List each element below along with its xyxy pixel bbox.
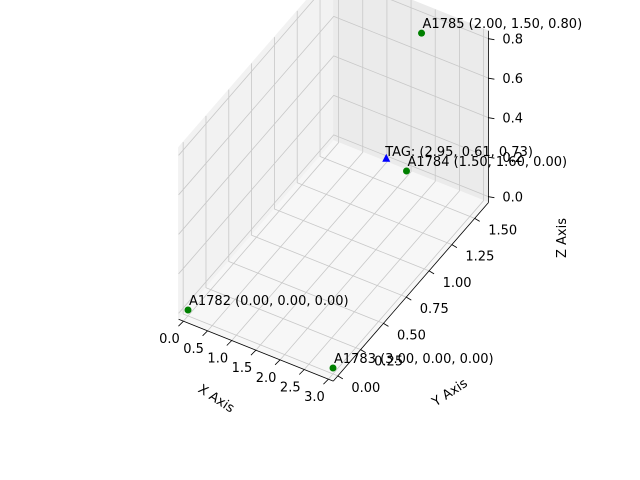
x-tick-label: 2.0 (256, 371, 277, 386)
x-tick-mark (250, 349, 257, 356)
y-gridline (274, 37, 430, 272)
x-tick-mark (226, 340, 233, 346)
axis-ticks: 0.00.51.01.52.02.53.00.000.250.500.751.0… (159, 33, 523, 405)
y-axis-label: Y Axis (429, 376, 471, 411)
z-tick-label: 0.6 (502, 72, 523, 87)
y-gridline (205, 115, 361, 350)
x-axis-label: X Axis (195, 382, 237, 416)
y-tick-mark (383, 323, 389, 327)
anchor-label: A1782 (0.00, 0.00, 0.00) (189, 294, 349, 309)
anchor-point (329, 364, 337, 372)
x-tick-mark (323, 378, 329, 385)
anchor-label: A1783 (3.00, 0.00, 0.00) (334, 352, 494, 367)
anchor-point (184, 306, 192, 314)
x-tick-label: 0.5 (183, 342, 204, 357)
y-tick-mark (360, 349, 366, 353)
z-gridline (178, 134, 489, 314)
z-tick-label: 0.4 (502, 112, 523, 127)
x-gridline (328, 28, 484, 380)
z-tick-mark (488, 77, 495, 80)
x-tick-label: 3.0 (304, 390, 325, 405)
z-tick-label: 0.0 (502, 191, 523, 206)
x-tick-mark (178, 320, 184, 327)
y-tick-label: 0.75 (420, 302, 449, 317)
x-tick-label: 1.5 (232, 361, 253, 376)
y-gridline (228, 89, 384, 324)
anchor-label: A1784 (1.50, 1.60, 0.00) (408, 155, 568, 170)
x-tick-label: 0.0 (159, 332, 180, 347)
z-tick-mark (488, 38, 495, 41)
x-gridline (255, 0, 412, 351)
anchor-label: A1785 (2.00, 1.50, 0.80) (423, 17, 583, 32)
y-tick-label: 1.25 (465, 250, 494, 265)
y-tick-mark (428, 270, 435, 275)
grid-lines (178, 0, 489, 380)
tag-label: TAG: (2.95, 0.61, 0.73) (384, 145, 533, 160)
y-tick-label: 1.00 (443, 276, 472, 291)
z-gridline (178, 94, 489, 275)
y-tick-mark (451, 244, 458, 248)
x-tick-mark (202, 330, 208, 337)
z-gridline (178, 55, 489, 235)
x-gridline (183, 0, 339, 322)
x-tick-mark (298, 369, 305, 375)
x-gridline (303, 19, 460, 370)
z-axis-label: Z Axis (555, 218, 570, 258)
z-tick-label: 0.2 (502, 151, 523, 166)
tag-point (382, 153, 391, 162)
y-tick-mark (337, 375, 344, 380)
y-gridline (182, 142, 338, 377)
x-tick-label: 2.5 (280, 381, 301, 396)
data-points: A1782 (0.00, 0.00, 0.00) A1783 (3.00, 0.0… (184, 17, 583, 372)
x-tick-mark (274, 359, 281, 366)
anchor-point (418, 29, 426, 37)
y-gridline (251, 63, 407, 298)
x-gridline (207, 0, 364, 332)
z-tick-mark (488, 117, 495, 120)
x-gridline (279, 9, 436, 361)
y-tick-label: 1.50 (488, 223, 517, 238)
z-tick-label: 0.8 (502, 33, 523, 48)
y-gridline (296, 10, 453, 245)
x-gridline (231, 0, 388, 341)
y-gridline (319, 0, 475, 219)
z-tick-mark (488, 196, 495, 199)
z-gridline (178, 0, 489, 156)
anchor-point (403, 167, 410, 175)
z-gridline (178, 15, 489, 196)
y-tick-mark (406, 296, 412, 301)
y-tick-label: 0.00 (351, 381, 380, 396)
y-tick-label: 0.25 (374, 355, 403, 370)
z-tick-mark (488, 156, 495, 159)
y-axis-line (332, 202, 489, 382)
x-tick-label: 1.0 (207, 352, 228, 367)
axis-panes (177, 0, 490, 382)
y-tick-label: 0.50 (397, 328, 426, 343)
y-tick-mark (474, 218, 480, 222)
